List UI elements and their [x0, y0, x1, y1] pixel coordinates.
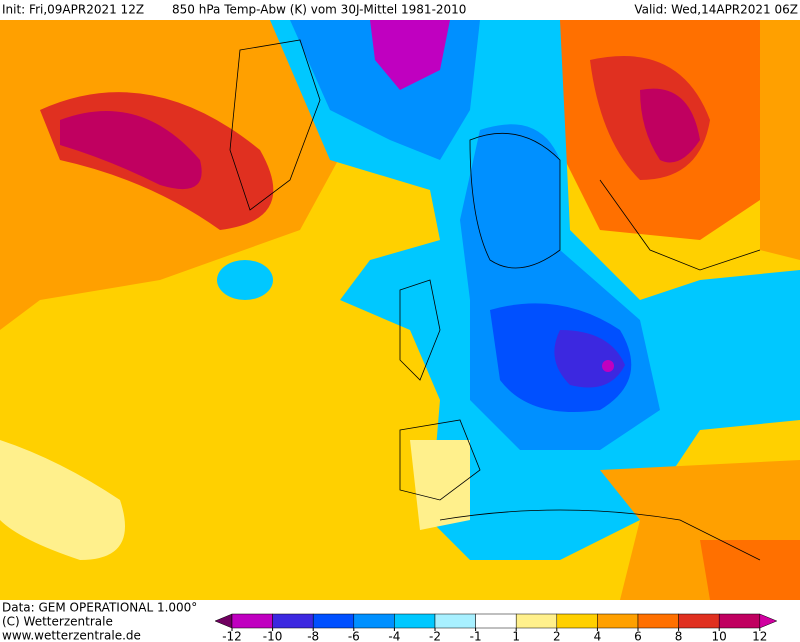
coastline	[229, 39, 321, 211]
colorbar-tick-label: 2	[553, 630, 561, 642]
colorbar-segment	[597, 613, 639, 629]
colorbar-segment	[394, 613, 436, 629]
colorbar-tick-label: 6	[634, 630, 642, 642]
colorbar-arrow	[214, 613, 233, 629]
anomaly-region	[554, 330, 625, 388]
header-bar	[0, 0, 800, 20]
coastline	[399, 279, 441, 381]
colorbar-segment	[637, 613, 679, 629]
anomaly-region	[217, 260, 273, 300]
colorbar-segment	[434, 613, 476, 629]
anomaly-region	[60, 111, 202, 190]
colorbar-tick-label: -6	[348, 630, 360, 642]
colorbar-segment	[231, 613, 273, 629]
colorbar-tick-label: -10	[263, 630, 283, 642]
colorbar-tick-label: -8	[307, 630, 319, 642]
colorbar: -12 -10 -8 -6 -4 -2 -1 1 2 4 6 8 10 12	[214, 613, 778, 642]
url: www.wetterzentrale.de	[2, 629, 141, 642]
colorbar-tick-label: -12	[222, 630, 242, 642]
anomaly-region	[410, 440, 470, 530]
data-source: Data: GEM OPERATIONAL 1.000°	[2, 601, 197, 615]
copyright: (C) Wetterzentrale	[2, 615, 113, 629]
anomaly-region	[700, 540, 800, 600]
colorbar-segment	[312, 613, 355, 629]
title: 850 hPa Temp-Abw (K) vom 30J-Mittel 1981…	[172, 3, 466, 17]
colorbar-tick-label: -4	[388, 630, 400, 642]
colorbar-segment	[353, 613, 395, 629]
colorbar-segment	[515, 613, 558, 629]
colorbar-tick-label: 12	[752, 630, 767, 642]
colorbar-segment	[475, 613, 517, 629]
colorbar-tick-label: -1	[470, 630, 482, 642]
coastline	[599, 179, 761, 271]
colorbar-segment	[678, 613, 720, 629]
map	[0, 0, 800, 600]
colorbar-segment	[718, 613, 761, 629]
colorbar-tick-label: 1	[512, 630, 520, 642]
anomaly-region	[760, 20, 800, 260]
anomaly-region	[0, 440, 125, 560]
init-time: Init: Fri,09APR2021 12Z	[2, 3, 144, 17]
colorbar-tick-label: 8	[675, 630, 683, 642]
colorbar-tick-label: 10	[712, 630, 727, 642]
anomaly-region	[602, 360, 614, 372]
coastline	[469, 132, 561, 269]
valid-time: Valid: Wed,14APR2021 06Z	[634, 3, 798, 17]
colorbar-tick-label: -2	[429, 630, 441, 642]
colorbar-segment	[556, 613, 598, 629]
coastline	[439, 509, 761, 561]
coastline	[399, 419, 481, 501]
colorbar-arrow	[759, 613, 778, 629]
colorbar-tick-label: 4	[594, 630, 602, 642]
anomaly-region	[640, 88, 700, 163]
anomaly-region	[370, 20, 450, 90]
colorbar-segment	[272, 613, 314, 629]
